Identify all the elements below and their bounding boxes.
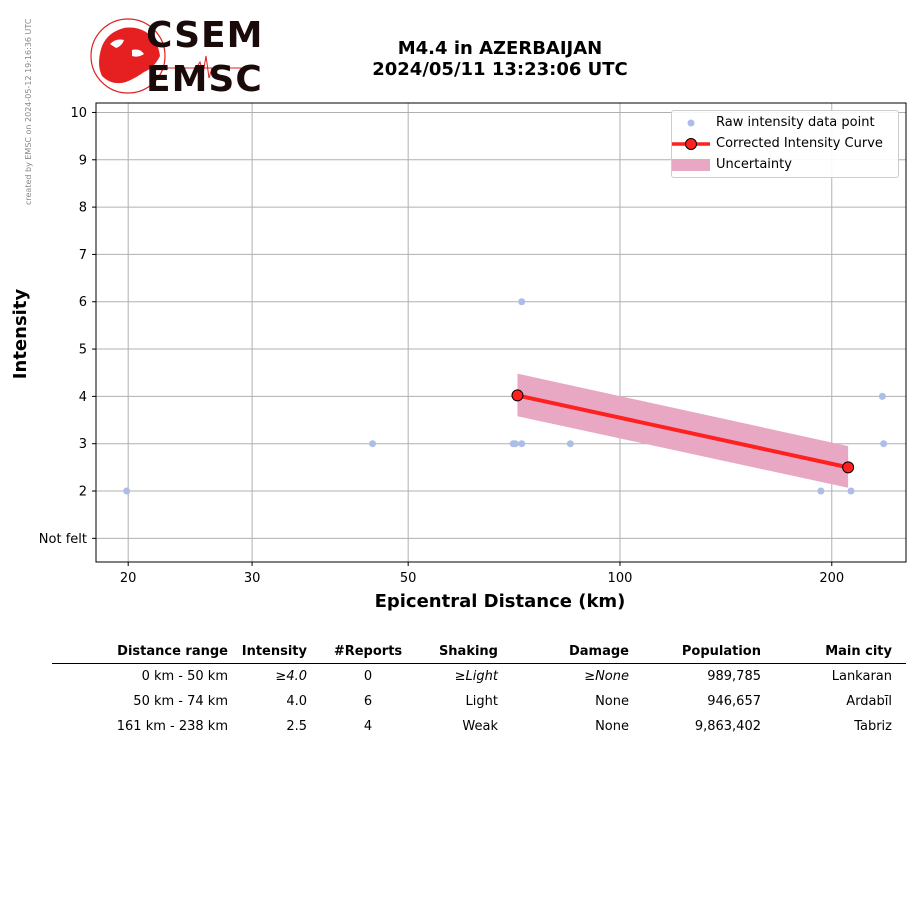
- curve-layer: [511, 389, 855, 474]
- y-tick-label: Not felt: [39, 532, 87, 547]
- chart-title: M4.4 in AZERBAIJAN 2024/05/11 13:23:06 U…: [300, 38, 700, 80]
- y-tick-label: 8: [79, 201, 87, 216]
- raw-points-layer: [123, 298, 888, 495]
- logo-text-emsc: EMSC: [146, 59, 263, 100]
- y-tick-label: 3: [79, 437, 87, 452]
- table-cell-damage: None: [595, 719, 629, 734]
- table-cell-damage: ≥None: [584, 669, 629, 684]
- table-cell-reports: 0: [363, 669, 373, 684]
- table-cell-city: Ardabīl: [846, 694, 892, 709]
- y-tick-label: 10: [70, 106, 87, 121]
- x-tick-label: 100: [608, 571, 633, 586]
- corrected-intensity-line: [517, 393, 849, 470]
- y-tick-label: 2: [79, 485, 87, 500]
- table-header-cell: Intensity: [241, 644, 307, 659]
- x-ticks: 20 30 50 100 200: [120, 562, 844, 586]
- table-cell-population: 989,785: [707, 669, 761, 684]
- table-header-cell: Damage: [568, 644, 629, 659]
- y-tick-label: 4: [79, 390, 87, 405]
- table-cell-range: 50 km - 74 km: [133, 694, 228, 709]
- title-line-event: M4.4 in AZERBAIJAN: [397, 38, 603, 59]
- raw-data-point: [880, 440, 888, 448]
- chart-grid: [96, 103, 906, 562]
- table-header-cell: Main city: [825, 644, 892, 659]
- table-cell-shaking: ≥Light: [454, 669, 498, 684]
- legend-curve-label: Corrected Intensity Curve: [716, 136, 883, 151]
- table-cell-intensity: ≥4.0: [275, 669, 307, 684]
- plot-frame: [95, 102, 907, 563]
- legend-item-uncertainty: Uncertainty: [672, 156, 898, 174]
- y-tick-label: 6: [79, 295, 87, 310]
- raw-data-point: [566, 440, 574, 448]
- table-header-cell: Shaking: [438, 644, 498, 659]
- table-cell-intensity: 2.5: [286, 719, 307, 734]
- chart-legend: Raw intensity data point Corrected Inten…: [671, 110, 899, 178]
- table-cell-shaking: Weak: [462, 719, 498, 734]
- intensity-chart: 20 30 50 100 200 Not felt 2 3 4 5 6 7 8 9 10 Epicentr…: [10, 102, 907, 612]
- x-axis-label: Epicentral Distance (km): [375, 591, 626, 612]
- table-cell-city: Lankaran: [831, 669, 892, 684]
- x-tick-label: 30: [244, 571, 261, 586]
- raw-data-point: [518, 298, 526, 306]
- table-cell-population: 9,863,402: [694, 719, 761, 734]
- table-cell-range: 161 km - 238 km: [116, 719, 228, 734]
- table-cell-intensity: 4.0: [286, 694, 307, 709]
- legend-raw-label: Raw intensity data point: [716, 115, 875, 130]
- table-cell-city: Tabriz: [854, 719, 892, 734]
- table-header-rule: [52, 663, 906, 664]
- table-cell-range: 0 km - 50 km: [141, 669, 228, 684]
- raw-data-point: [123, 487, 131, 495]
- raw-data-point: [518, 440, 526, 448]
- table-cell-damage: None: [595, 694, 629, 709]
- y-tick-label: 9: [79, 153, 87, 168]
- legend-curve-marker: [672, 138, 710, 150]
- y-tick-label: 5: [79, 343, 87, 358]
- x-tick-label: 20: [120, 571, 137, 586]
- y-tick-label: 7: [79, 248, 87, 263]
- x-tick-label: 200: [819, 571, 844, 586]
- logo-text-csem: CSEM: [146, 15, 264, 56]
- y-ticks: Not felt 2 3 4 5 6 7 8 9 10: [39, 106, 96, 547]
- table-header-cell: Population: [681, 644, 761, 659]
- legend-item-curve: Corrected Intensity Curve: [672, 135, 898, 153]
- y-axis-label: Intensity: [10, 289, 31, 380]
- table-header-cell: #Reports: [333, 644, 403, 659]
- table-cell-shaking: Light: [465, 694, 498, 709]
- legend-uncertainty-patch: [672, 159, 710, 171]
- table-cell-reports: 6: [363, 694, 373, 709]
- curve-point: [842, 461, 855, 474]
- title-line-date: 2024/05/11 13:23:06 UTC: [372, 59, 628, 80]
- curve-point: [511, 389, 524, 402]
- raw-data-point: [817, 487, 825, 495]
- raw-data-point: [878, 392, 886, 400]
- raw-data-point: [847, 487, 855, 495]
- table-cell-reports: 4: [363, 719, 373, 734]
- raw-data-point: [369, 440, 377, 448]
- raw-data-point: [511, 440, 519, 448]
- x-tick-label: 50: [400, 571, 417, 586]
- legend-uncertainty-label: Uncertainty: [716, 157, 792, 172]
- emsc-logo-globe: [90, 18, 250, 94]
- table-header-cell: Distance range: [117, 644, 228, 659]
- legend-item-raw: Raw intensity data point: [672, 114, 898, 132]
- emsc-logo: CSEM EMSC: [88, 16, 262, 100]
- table-cell-population: 946,657: [707, 694, 761, 709]
- legend-raw-marker: [687, 119, 695, 127]
